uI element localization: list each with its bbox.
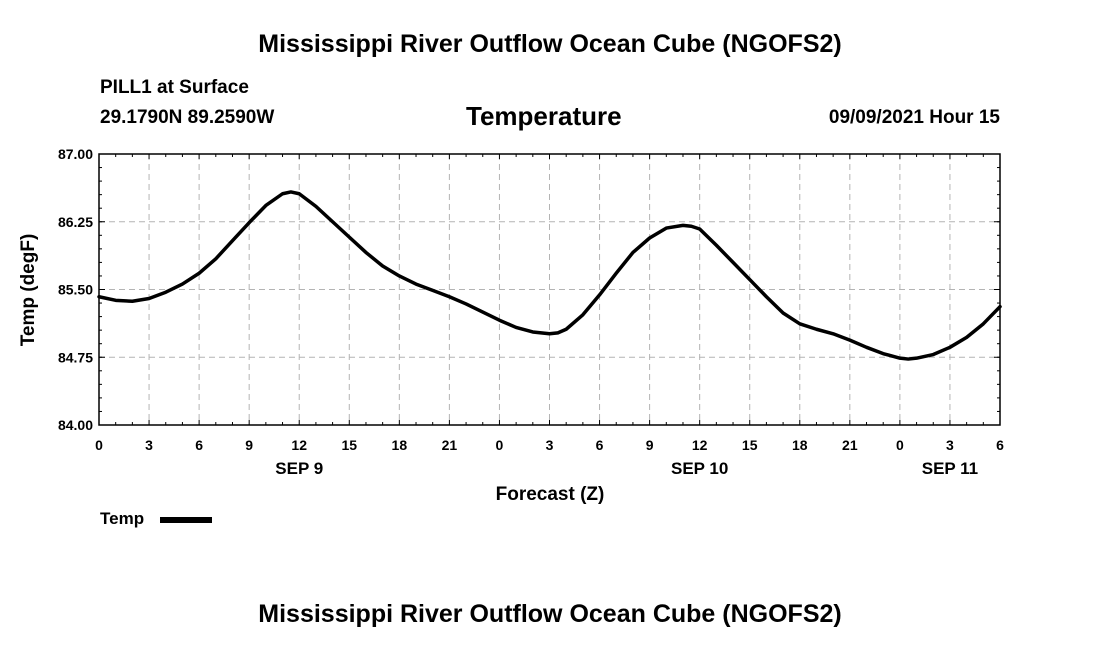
axis-ticks: [98, 153, 1001, 426]
x-tick-label: 6: [596, 437, 604, 453]
x-tick-label: 21: [442, 437, 458, 453]
x-tick-label: 3: [546, 437, 554, 453]
legend-label: Temp: [100, 509, 145, 528]
x-tick-label: 12: [692, 437, 708, 453]
x-axis-label: Forecast (Z): [496, 484, 605, 505]
page-title-top: Mississippi River Outflow Ocean Cube (NG…: [258, 30, 842, 58]
x-tick-label: 9: [245, 437, 253, 453]
x-day-label: SEP 9: [275, 459, 323, 478]
station-label: PILL1 at Surface: [100, 77, 249, 98]
x-day-label: SEP 11: [922, 459, 978, 478]
temp-series-line: [97, 190, 1002, 361]
axis-tick-labels: 0 3 6 9 12 15 18 21 0 3 6 9 12 15 18 21 0 3 6 84.00 84.75 85.…: [58, 146, 1004, 478]
station-coordinates: 29.1790N 89.2590W: [100, 107, 275, 128]
page-title-bottom: Mississippi River Outflow Ocean Cube (NG…: [258, 600, 842, 628]
x-tick-label: 12: [291, 437, 307, 453]
x-tick-label: 6: [996, 437, 1004, 453]
x-tick-label: 3: [946, 437, 954, 453]
x-tick-label: 0: [95, 437, 103, 453]
chart-grid: [99, 154, 1000, 425]
x-tick-label: 18: [392, 437, 408, 453]
y-axis-label: Temp (degF): [18, 234, 39, 347]
x-tick-label: 0: [496, 437, 504, 453]
x-tick-label: 9: [646, 437, 654, 453]
y-tick-label: 84.75: [58, 349, 93, 365]
x-tick-label: 15: [341, 437, 357, 453]
x-tick-label: 0: [896, 437, 904, 453]
x-day-label: SEP 10: [671, 459, 728, 478]
x-tick-label: 6: [195, 437, 203, 453]
y-tick-label: 86.25: [58, 214, 93, 230]
y-tick-label: 85.50: [58, 282, 93, 298]
x-tick-label: 21: [842, 437, 858, 453]
y-tick-label: 87.00: [58, 146, 93, 162]
x-tick-label: 18: [792, 437, 808, 453]
x-tick-label: 3: [145, 437, 153, 453]
x-tick-label: 15: [742, 437, 758, 453]
legend-line-swatch: [160, 517, 212, 523]
chart-title: Temperature: [466, 101, 622, 131]
y-tick-label: 84.00: [58, 417, 93, 433]
forecast-datetime: 09/09/2021 Hour 15: [828, 107, 1000, 128]
